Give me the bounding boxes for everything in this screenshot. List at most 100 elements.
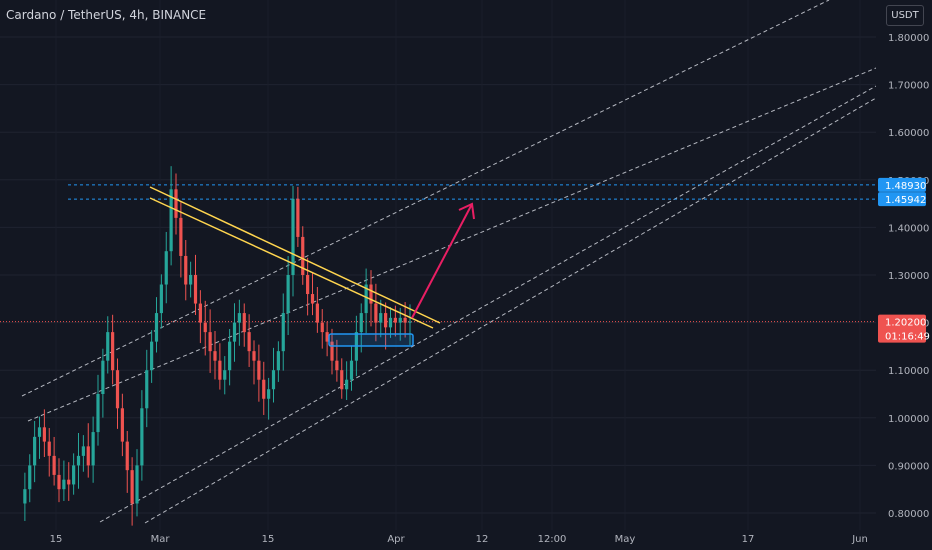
candle-body: [57, 474, 61, 490]
candle-body: [276, 351, 280, 371]
candle-body: [247, 332, 251, 352]
candle-body: [345, 379, 349, 390]
candle-body: [86, 446, 90, 466]
level-price-tag: 1.48930: [885, 181, 926, 192]
candle-body: [335, 360, 339, 371]
x-tick-label: 15: [50, 534, 63, 545]
level-price-tag-bg: [878, 177, 926, 192]
candle-body: [369, 284, 373, 304]
candle-body: [271, 370, 276, 390]
x-tick-label: 15: [262, 534, 275, 545]
candle-body: [403, 317, 407, 323]
candle-body: [291, 198, 295, 275]
x-tick-label: 17: [742, 534, 755, 545]
candle-body: [101, 360, 105, 394]
channel-line[interactable]: [21, 0, 830, 397]
y-tick-label: 1.70000: [888, 81, 929, 92]
candle-body: [315, 303, 319, 323]
candle-body: [257, 360, 261, 380]
candle-body: [67, 479, 71, 485]
currency-unit-button[interactable]: USDT: [886, 5, 924, 26]
candle-body: [320, 322, 324, 333]
candle-body: [306, 275, 310, 295]
candle-body: [393, 317, 397, 323]
candle-body: [174, 189, 178, 218]
x-tick-label: Apr: [387, 534, 405, 545]
candle-body: [384, 313, 388, 328]
y-tick-label: 0.90000: [888, 461, 929, 472]
y-tick-label: 0.80000: [888, 509, 929, 520]
candle-body: [374, 303, 378, 323]
price-axis[interactable]: [876, 0, 932, 530]
candle-body: [301, 236, 305, 275]
y-tick-label: 1.30000: [888, 271, 929, 282]
candle-body: [296, 198, 300, 237]
y-tick-label: 1.60000: [888, 128, 929, 139]
candle-body: [120, 408, 124, 442]
candle-body: [154, 313, 159, 342]
candle-body: [72, 465, 76, 485]
y-tick-label: 1.10000: [888, 366, 929, 377]
candle-body: [237, 313, 241, 323]
candle-body: [52, 455, 56, 475]
x-tick-label: May: [615, 534, 636, 545]
candle-body: [62, 479, 66, 490]
projection-arrow[interactable]: [411, 203, 473, 319]
candle-body: [125, 441, 129, 471]
candle-body: [359, 313, 363, 333]
y-tick-label: 1.40000: [888, 223, 929, 234]
candle-body: [242, 313, 246, 333]
candle-body: [286, 275, 290, 314]
candle-body: [96, 394, 100, 433]
trendline-upper[interactable]: [149, 186, 441, 324]
candle-body: [408, 321, 412, 323]
last-price-tag-countdown: 01:16:49: [885, 332, 930, 343]
candle-body: [193, 275, 198, 304]
level-price-tag: 1.45942: [885, 195, 926, 206]
candle-body: [150, 341, 154, 371]
candle-body: [33, 436, 37, 466]
x-tick-label: 12: [476, 534, 489, 545]
candle-body: [228, 341, 232, 371]
candle-body: [115, 370, 120, 409]
candle-body: [140, 408, 144, 466]
candle-body: [388, 317, 393, 328]
last-price-tag: 1.20200: [885, 318, 926, 329]
candle-body: [208, 332, 212, 352]
candle-body: [330, 341, 334, 361]
channel-line[interactable]: [99, 85, 877, 523]
candle-body: [47, 441, 51, 456]
candle-body: [179, 217, 183, 256]
candle-body: [106, 332, 110, 361]
level-price-tag-bg: [878, 192, 926, 207]
candle-body: [267, 389, 271, 399]
support-zone-box[interactable]: [328, 333, 414, 347]
candle-body: [23, 489, 27, 504]
candle-body: [349, 360, 354, 380]
candle-body: [213, 351, 217, 361]
chart-title: Cardano / TetherUS, 4h, BINANCE: [6, 8, 207, 22]
candle-body: [310, 294, 315, 304]
candle-body: [325, 332, 329, 342]
candle-body: [198, 303, 202, 323]
candle-body: [135, 465, 139, 504]
channel-line[interactable]: [27, 67, 877, 422]
candle-body: [159, 284, 163, 314]
time-axis[interactable]: [0, 530, 932, 550]
candle-body: [91, 432, 95, 466]
projection-arrow-head[interactable]: [458, 202, 475, 220]
candle-body: [379, 313, 383, 323]
candle-body: [252, 351, 256, 361]
y-tick-label: 1.00000: [888, 414, 929, 425]
candle-body: [281, 313, 285, 352]
channel-line[interactable]: [144, 97, 877, 524]
candle-body: [164, 251, 168, 285]
candle-body: [42, 427, 46, 442]
candle-body: [364, 284, 368, 314]
candle-body: [223, 370, 227, 380]
x-tick-label: 12:00: [538, 534, 567, 545]
candle-body: [111, 332, 115, 371]
trendline-lower[interactable]: [149, 197, 434, 329]
candle-body: [28, 465, 32, 490]
